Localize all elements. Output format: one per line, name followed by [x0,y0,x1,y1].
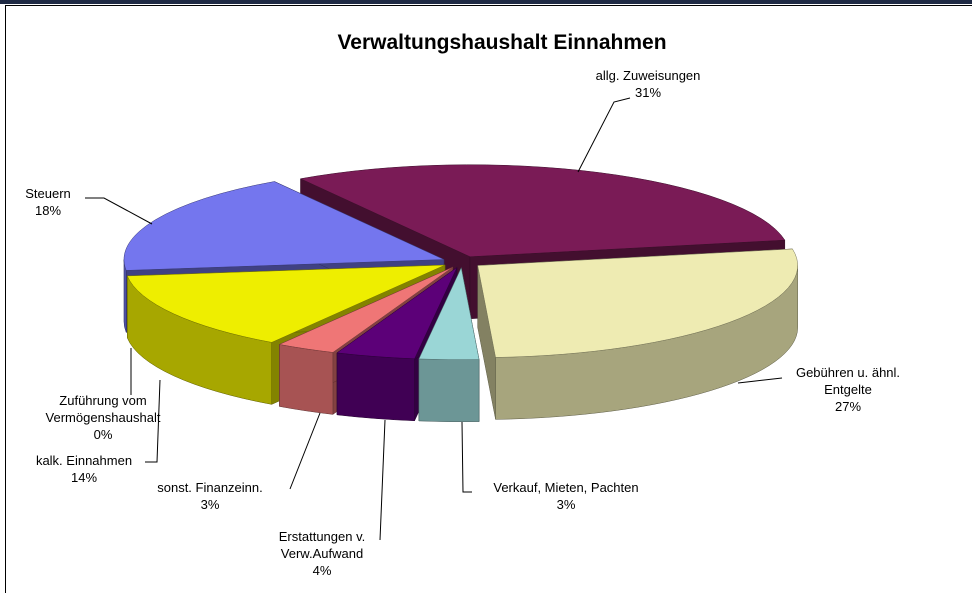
slice-value-label: 14% [71,470,97,485]
slice-value-label: 18% [35,203,61,218]
slice-value-label: 31% [635,85,661,100]
slice-top [299,164,786,257]
slice-top [336,266,458,360]
slice-label: kalk. Einnahmen [36,453,132,468]
slice-label: Verkauf, Mieten, Pachten [493,480,638,495]
slice-side [279,344,334,415]
slice-label: Zuführung vom Vermögenshaushalt [46,393,161,425]
slice [418,266,480,422]
leader-line [577,97,631,173]
slice-top [123,181,445,271]
slice-value-label: 4% [313,563,332,578]
slice-label: Erstattungen v. Verw.Aufwand [279,529,365,561]
slice-top [477,248,798,358]
leader-line [379,419,386,541]
slice-side [336,352,415,422]
slice-side [418,358,480,422]
slice-value-label: 27% [835,399,861,414]
slice-value-label: 0% [94,427,113,442]
slice-label: sonst. Finanzeinn. [157,480,263,495]
slice-label: allg. Zuweisungen [596,68,701,83]
leader-line [85,197,153,225]
leader-line [461,421,472,493]
slice-top [418,266,480,360]
leader-line [289,412,321,490]
chart-title: Verwaltungshaushalt Einnahmen [337,31,666,54]
slice-label: Gebühren u. ähnl. Entgelte [796,365,900,397]
slice-top [126,264,446,343]
slice-value-label: 3% [557,497,576,512]
leader-line [737,377,783,384]
slice-value-label: 3% [201,497,220,512]
slice-side [123,259,127,333]
leader-line [145,379,161,463]
slice [477,248,798,420]
slice-label: Steuern [25,186,71,201]
slice-top [278,266,453,353]
top-bar [0,0,972,4]
